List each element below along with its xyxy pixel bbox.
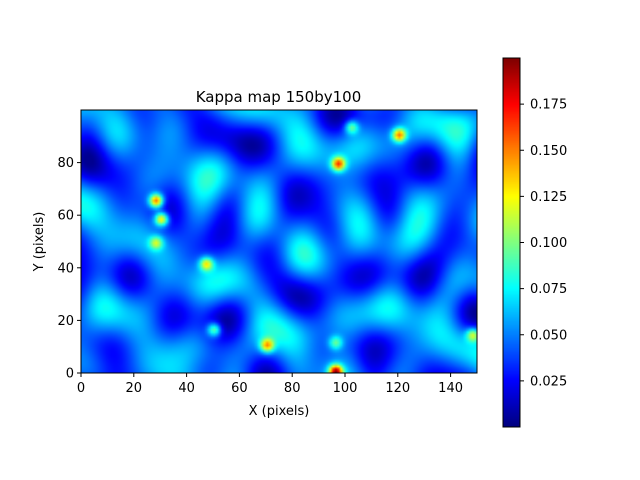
colorbar-tick-label: 0.175 <box>530 98 567 113</box>
y-tick-label: 40 <box>57 261 74 276</box>
x-tick-label: 40 <box>178 381 195 396</box>
plot-frame <box>80 109 478 374</box>
chart-title: Kappa map 150by100 <box>196 88 362 106</box>
x-tick-label: 0 <box>77 381 85 396</box>
x-tick-label: 140 <box>438 381 463 396</box>
y-axis-label: Y (pixels) <box>32 212 47 273</box>
colorbar-tick-label: 0.075 <box>530 282 567 297</box>
y-tick-label: 60 <box>57 209 74 224</box>
x-axis-ticks: 0 20 40 60 80 100 120 140 <box>77 373 463 396</box>
colorbar-tick-label: 0.150 <box>530 144 567 159</box>
colorbar-ticks: 0.025 0.050 0.075 0.100 0.125 0.150 0.175 <box>520 98 567 389</box>
x-tick-label: 60 <box>231 381 248 396</box>
colorbar: 0.025 0.050 0.075 0.100 0.125 0.150 0.175 <box>502 57 567 428</box>
x-tick-label: 80 <box>284 381 301 396</box>
colorbar-tick-label: 0.125 <box>530 190 567 205</box>
colorbar-tick-label: 0.050 <box>530 328 567 343</box>
colorbar-gradient <box>503 58 520 427</box>
x-tick-label: 100 <box>333 381 358 396</box>
colorbar-tick-label: 0.025 <box>530 374 567 389</box>
heatmap-plot-area <box>80 109 478 374</box>
y-tick-label: 20 <box>57 314 74 329</box>
y-tick-label: 80 <box>57 156 74 171</box>
colorbar-tick-label: 0.100 <box>530 236 567 251</box>
x-tick-label: 20 <box>126 381 143 396</box>
x-tick-label: 120 <box>385 381 410 396</box>
heatmap-image <box>81 110 477 373</box>
x-axis-label: X (pixels) <box>249 404 310 419</box>
y-tick-label: 0 <box>66 367 74 382</box>
y-axis-ticks: 0 20 40 60 80 <box>57 156 81 382</box>
